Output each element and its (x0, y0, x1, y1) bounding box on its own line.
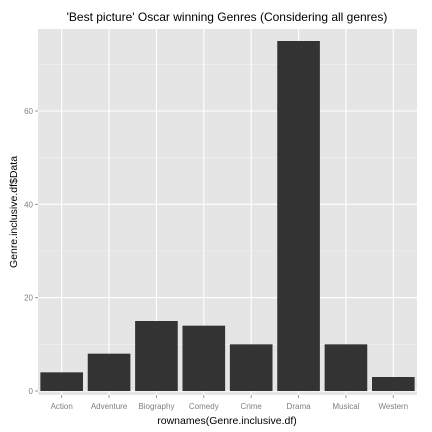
x-axis-ticks: Action Adventure Biography Comedy Crime Drama… (51, 395, 408, 411)
bar-crime (229, 344, 273, 391)
y-tick-label: 0 (29, 387, 34, 396)
x-axis-title: rownames(Genre.inclusive.df) (157, 415, 296, 427)
x-tick-label: Musical (332, 402, 359, 411)
x-tick-label: Crime (241, 402, 263, 411)
bar-biography (135, 321, 178, 391)
bar-adventure (87, 353, 131, 391)
x-tick-label: Adventure (91, 402, 128, 411)
y-axis-title: Genre.inclusive.df$Data (8, 156, 20, 268)
bar-comedy (182, 325, 226, 391)
y-tick-label: 60 (24, 107, 33, 116)
chart-title: 'Best picture' Oscar winning Genres (Con… (67, 10, 388, 24)
bar-action (40, 372, 84, 391)
x-tick-label: Comedy (189, 402, 219, 411)
bar-western (371, 377, 415, 391)
bar-drama (277, 41, 320, 391)
y-axis-ticks: 0 20 40 60 (24, 107, 38, 396)
x-tick-label: Drama (287, 402, 312, 411)
y-tick-label: 20 (24, 294, 33, 303)
y-tick-label: 40 (24, 200, 33, 209)
x-tick-label: Action (51, 402, 73, 411)
x-tick-label: Western (378, 402, 408, 411)
plot-panel (38, 29, 417, 395)
x-tick-label: Biography (138, 402, 174, 411)
bar-musical (324, 344, 368, 391)
bars (40, 41, 415, 391)
